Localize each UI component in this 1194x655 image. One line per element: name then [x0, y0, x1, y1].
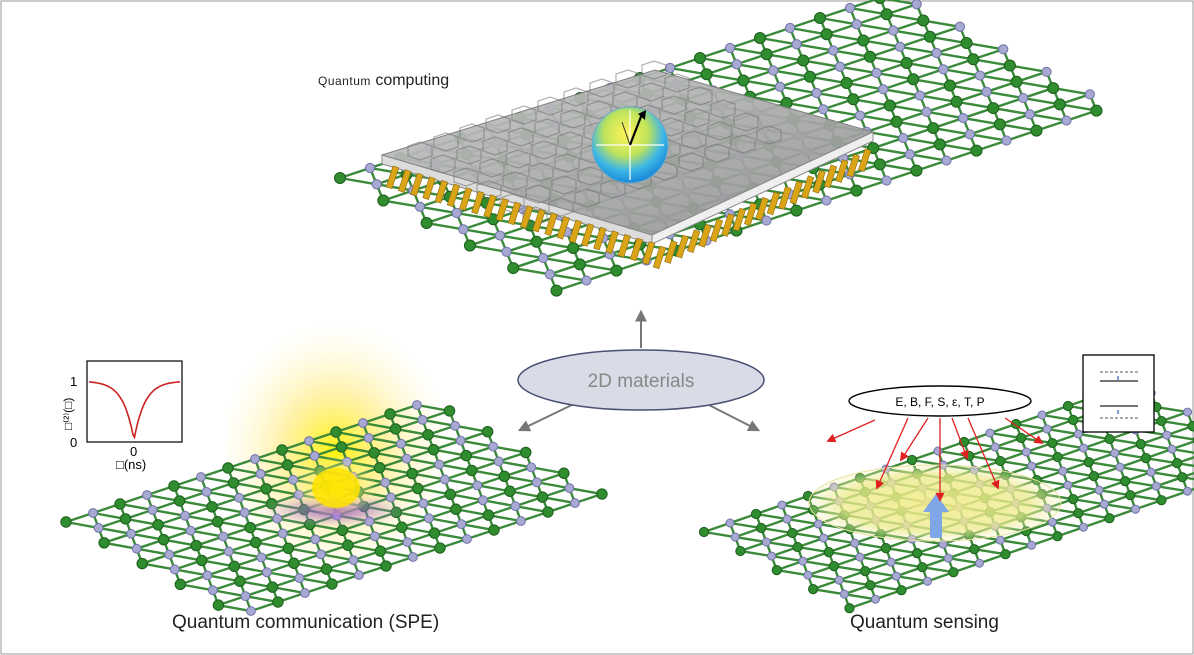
stimulus-arrows	[826, 417, 1044, 502]
emitter-core	[312, 468, 360, 508]
sensing-bubble	[848, 385, 1032, 417]
title-computing-suffix: computing	[375, 72, 450, 89]
center-ellipse	[517, 349, 765, 411]
energy-level-icon	[1082, 354, 1155, 433]
g2-dip-curve	[88, 381, 181, 440]
title-sensing: Quantum sensing	[850, 612, 999, 633]
g2-inset-plot: 1 0 0 □(ns) □⁽²⁾(□)	[61, 360, 183, 472]
center-arrows	[517, 309, 761, 432]
plate-pins	[385, 148, 872, 270]
computing-plate-edge-right	[651, 131, 874, 245]
inset-ytick-0: 0	[70, 435, 77, 450]
inset-frame	[86, 360, 183, 443]
bloch-sphere-icon	[591, 106, 669, 184]
title-communication: Quantum communication (SPE)	[172, 612, 440, 633]
inset-ylabel: □⁽²⁾(□)	[61, 398, 75, 430]
spin-arrow-icon	[923, 494, 949, 538]
title-computing: Quantum computing	[318, 72, 449, 90]
inset-ytick-1: 1	[70, 374, 77, 389]
center-label: 2D materials	[588, 371, 695, 392]
inset-xtick-0: 0	[130, 444, 137, 459]
sensing-quantities: E, B, F, S, ε, T, P	[895, 395, 984, 409]
inset-xlabel: □(ns)	[116, 457, 146, 472]
title-computing-prefix: Quantum	[318, 74, 371, 88]
